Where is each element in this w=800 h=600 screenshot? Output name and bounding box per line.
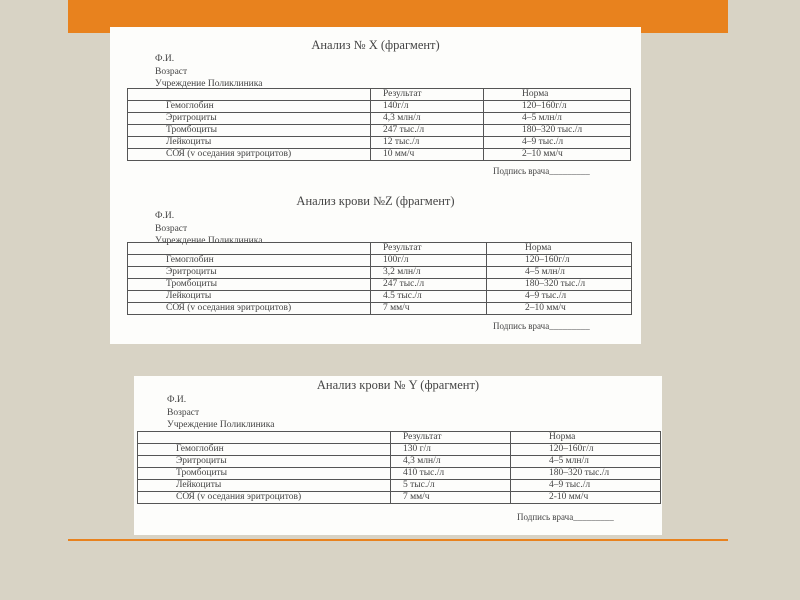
- result-value: 140г/л: [370, 100, 484, 113]
- parameter-name: Тромбоциты: [137, 467, 391, 480]
- table-row: Тромбоциты 247 тыс./л 180–320 тыс./л: [127, 278, 632, 291]
- parameter-name: Эритроциты: [137, 455, 391, 468]
- results-table: Результат Норма Гемоглобин 100г/л 120–160г/л…: [127, 242, 632, 315]
- table-header-row: Результат Норма: [127, 88, 631, 101]
- doctor-signature-line: Подпись врача_________: [517, 512, 614, 522]
- parameter-name: Лейкоциты: [127, 136, 371, 149]
- parameter-name: Эритроциты: [127, 112, 371, 125]
- patient-info: Ф.И. Возраст Учреждение Поликлиника: [155, 53, 262, 91]
- table-row: Лейкоциты 5 тыс./л 4–9 тыс./л: [137, 479, 661, 492]
- table-row: СОЯ (v оседания эритроцитов) 10 мм/ч 2–10 …: [127, 148, 631, 161]
- patient-info-field: Учреждение Поликлиника: [155, 79, 263, 89]
- analysis-document-2: Анализ крови №Z (фрагмент) Ф.И. Возраст Учр…: [110, 190, 641, 350]
- parameter-name: Тромбоциты: [127, 124, 371, 137]
- result-value: 410 тыс./л: [390, 467, 511, 480]
- norm-range: 4–5 млн/л: [486, 266, 632, 279]
- patient-info: Ф.И. Возраст Учреждение Поликлиника: [155, 210, 262, 248]
- patient-info-field: Возраст: [155, 66, 188, 77]
- table-row: Эритроциты 3,2 млн/л 4–5 млн/л: [127, 266, 632, 279]
- table-row: Гемоглобин 130 г/л 120–160г/л: [137, 443, 661, 456]
- parameter-name: Эритроциты: [127, 266, 371, 279]
- parameter-name: СОЯ (v оседания эритроцитов): [137, 491, 391, 504]
- result-value: 10 мм/ч: [370, 148, 484, 161]
- result-value: 247 тыс./л: [370, 278, 487, 291]
- doctor-signature-line: Подпись врача_________: [493, 321, 590, 331]
- norm-range: 4–9 тыс./л: [510, 479, 661, 492]
- results-table: Результат Норма Гемоглобин 130 г/л 120–160г/…: [137, 431, 661, 504]
- result-value: 7 мм/ч: [390, 491, 511, 504]
- analysis-document-1: Анализ № X (фрагмент) Ф.И. Возраст Учрежден…: [110, 28, 641, 188]
- slide-bottom-divider: [68, 539, 728, 541]
- doctor-signature-line: Подпись врача_________: [493, 166, 590, 176]
- norm-range: 180–320 тыс./л: [486, 278, 632, 291]
- result-value: 4.5 тыс./л: [370, 290, 487, 303]
- table-row: СОЯ (v оседания эритроцитов) 7 мм/ч 2-10 м…: [137, 491, 661, 504]
- table-row: Лейкоциты 4.5 тыс./л 4–9 тыс./л: [127, 290, 632, 303]
- parameter-name: Гемоглобин: [137, 443, 391, 456]
- analysis-document-3: Анализ крови № Y (фрагмент) Ф.И. Возраст Уч…: [134, 376, 662, 536]
- result-value: 247 тыс./л: [370, 124, 484, 137]
- column-header: Норма: [483, 88, 631, 101]
- column-header: Результат: [370, 242, 487, 255]
- patient-info-field: Ф.И.: [155, 54, 175, 64]
- column-header: [127, 242, 371, 255]
- result-value: 4,3 млн/л: [390, 455, 511, 468]
- table-row: Гемоглобин 100г/л 120–160г/л: [127, 254, 632, 267]
- column-header: Норма: [510, 431, 661, 444]
- norm-range: 2–10 мм/ч: [483, 148, 631, 161]
- parameter-name: Гемоглобин: [127, 100, 371, 113]
- parameter-name: Лейкоциты: [127, 290, 371, 303]
- norm-range: 180–320 тыс./л: [510, 467, 661, 480]
- result-value: 3,2 млн/л: [370, 266, 487, 279]
- column-header: [137, 431, 391, 444]
- column-header: Результат: [370, 88, 484, 101]
- table-row: СОЯ (v оседания эритроцитов) 7 мм/ч 2–10 м…: [127, 302, 632, 315]
- patient-info-field: Учреждение Поликлиника: [155, 236, 263, 246]
- patient-info-field: Ф.И.: [155, 211, 175, 221]
- column-header: Результат: [390, 431, 511, 444]
- patient-info: Ф.И. Возраст Учреждение Поликлиника: [167, 394, 274, 432]
- result-value: 12 тыс./л: [370, 136, 484, 149]
- result-value: 100г/л: [370, 254, 487, 267]
- table-row: Лейкоциты 12 тыс./л 4–9 тыс./л: [127, 136, 631, 149]
- parameter-name: Тромбоциты: [127, 278, 371, 291]
- norm-range: 120–160г/л: [483, 100, 631, 113]
- table-row: Гемоглобин 140г/л 120–160г/л: [127, 100, 631, 113]
- results-table: Результат Норма Гемоглобин 140г/л 120–160г/л…: [127, 88, 631, 161]
- patient-info-field: Возраст: [167, 407, 200, 418]
- document-title: Анализ крови №Z (фрагмент): [296, 194, 455, 208]
- norm-range: 2-10 мм/ч: [510, 491, 661, 504]
- document-title: Анализ № X (фрагмент): [311, 38, 440, 52]
- patient-info-field: Ф.И.: [167, 395, 187, 405]
- table-header-row: Результат Норма: [137, 431, 661, 444]
- norm-range: 4–5 млн/л: [483, 112, 631, 125]
- parameter-name: Гемоглобин: [127, 254, 371, 267]
- result-value: 7 мм/ч: [370, 302, 487, 315]
- norm-range: 2–10 мм/ч: [486, 302, 632, 315]
- norm-range: 4–5 млн/л: [510, 455, 661, 468]
- norm-range: 4–9 тыс./л: [486, 290, 632, 303]
- result-value: 130 г/л: [390, 443, 511, 456]
- column-header: Норма: [486, 242, 632, 255]
- norm-range: 180–320 тыс./л: [483, 124, 631, 137]
- norm-range: 4–9 тыс./л: [483, 136, 631, 149]
- column-header: [127, 88, 371, 101]
- patient-info-field: Возраст: [155, 223, 188, 234]
- result-value: 5 тыс./л: [390, 479, 511, 492]
- result-value: 4,3 млн/л: [370, 112, 484, 125]
- table-row: Эритроциты 4,3 млн/л 4–5 млн/л: [137, 455, 661, 468]
- document-title: Анализ крови № Y (фрагмент): [316, 378, 480, 392]
- patient-info-field: Учреждение Поликлиника: [167, 420, 275, 430]
- table-header-row: Результат Норма: [127, 242, 632, 255]
- parameter-name: Лейкоциты: [137, 479, 391, 492]
- parameter-name: СОЯ (v оседания эритроцитов): [127, 148, 371, 161]
- norm-range: 120–160г/л: [486, 254, 632, 267]
- table-row: Тромбоциты 410 тыс./л 180–320 тыс./л: [137, 467, 661, 480]
- norm-range: 120–160г/л: [510, 443, 661, 456]
- parameter-name: СОЯ (v оседания эритроцитов): [127, 302, 371, 315]
- table-row: Эритроциты 4,3 млн/л 4–5 млн/л: [127, 112, 631, 125]
- table-row: Тромбоциты 247 тыс./л 180–320 тыс./л: [127, 124, 631, 137]
